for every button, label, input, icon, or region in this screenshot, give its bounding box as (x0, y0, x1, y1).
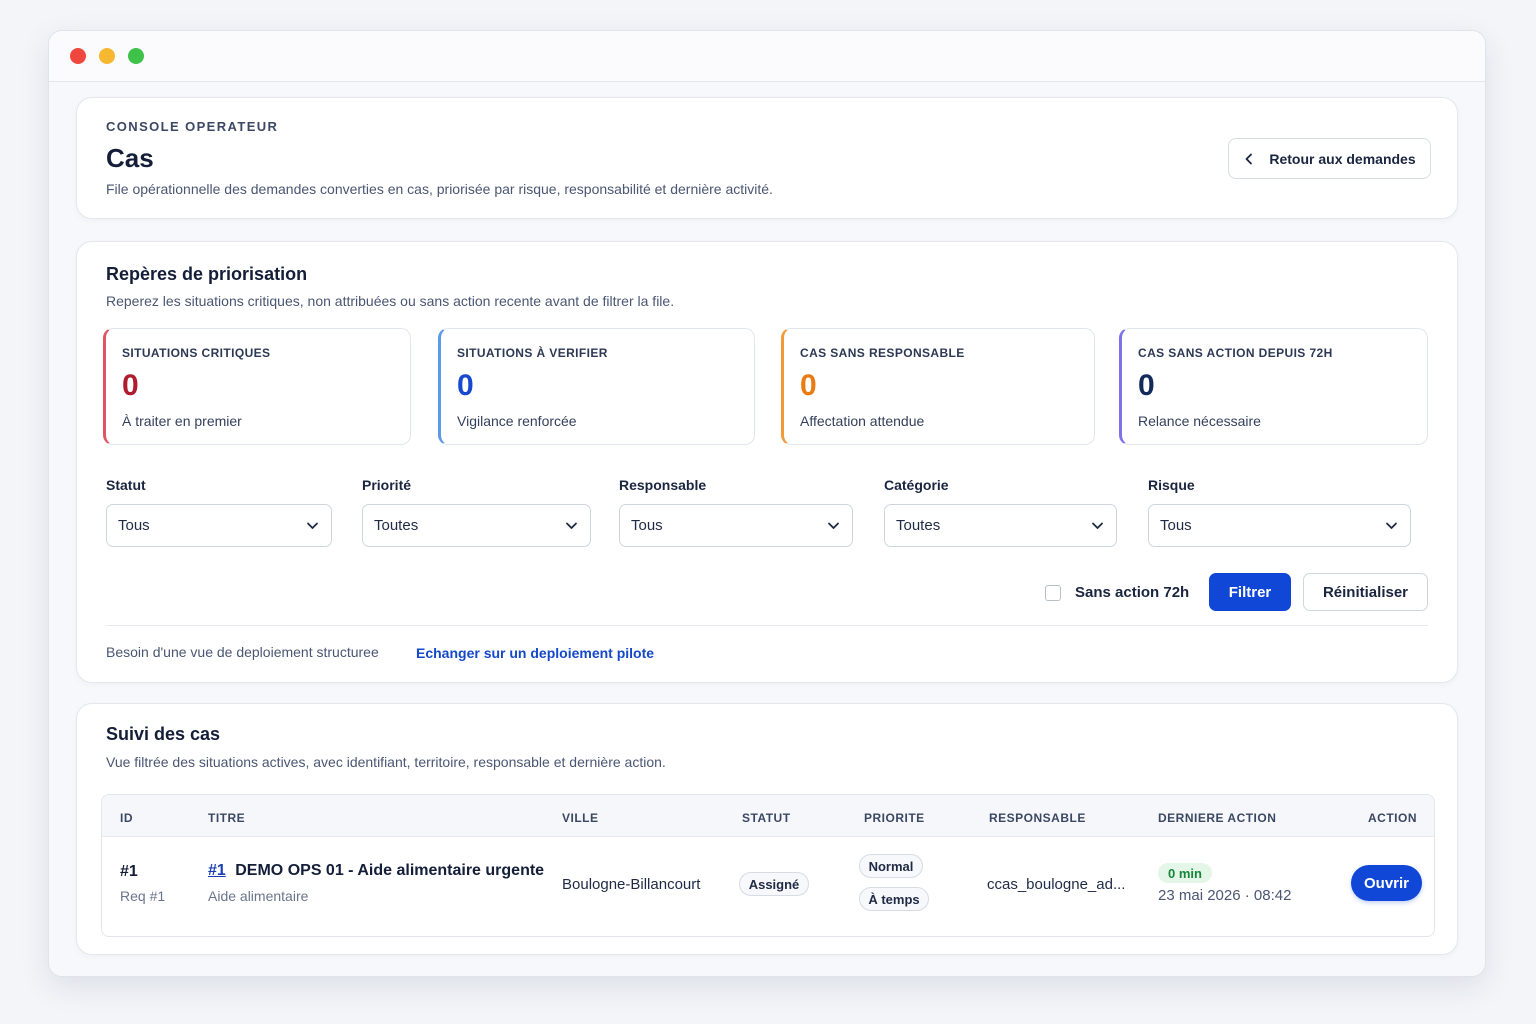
priority-badge: Normal (859, 854, 923, 878)
chevron-down-icon (828, 522, 839, 529)
status-badge: Assigné (739, 872, 809, 896)
chevron-down-icon (307, 522, 318, 529)
page-header-card: CONSOLE OPERATEUR Cas File opérationnell… (76, 97, 1458, 219)
column-header-last-action[interactable]: DERNIERE ACTION (1158, 811, 1277, 825)
column-header-id[interactable]: ID (120, 811, 133, 825)
stat-value: 0 (122, 369, 139, 402)
case-tracking-title: Suivi des cas (106, 724, 221, 744)
maximize-window-button[interactable] (128, 48, 144, 64)
chevron-down-icon (1386, 522, 1397, 529)
page-title: Cas (106, 143, 154, 173)
app-window: CONSOLE OPERATEUR Cas File opérationnell… (48, 30, 1486, 977)
prioritisation-subtitle: Reperez les situations critiques, non at… (106, 293, 675, 309)
case-category: Aide alimentaire (208, 888, 309, 904)
filter-button[interactable]: Filtrer (1209, 573, 1291, 611)
stat-label: SITUATIONS CRITIQUES (122, 346, 271, 360)
filter-label-category: Catégorie (884, 477, 949, 493)
case-id: #1 (120, 863, 138, 880)
back-button-label: Retour aux demandes (1269, 150, 1416, 167)
column-header-responsible[interactable]: RESPONSABLE (989, 811, 1086, 825)
reset-button[interactable]: Réinitialiser (1303, 573, 1428, 611)
chevron-down-icon (566, 522, 577, 529)
filter-label-risk: Risque (1148, 477, 1195, 493)
case-city: Boulogne-Billancourt (562, 876, 701, 893)
stat-value: 0 (1138, 369, 1155, 402)
last-action-date: 23 mai 2026 · 08:42 (1158, 887, 1292, 904)
case-title-text: DEMO OPS 01 - Aide alimentaire urgente (235, 862, 545, 879)
priority-select-value: Toutes (374, 517, 419, 534)
column-header-title[interactable]: TITRE (208, 811, 246, 825)
table-header: ID TITRE VILLE STATUT PRIORITE RESPONSAB… (102, 795, 1434, 837)
column-header-city[interactable]: VILLE (562, 811, 599, 825)
open-case-button[interactable]: Ouvrir (1351, 865, 1422, 901)
stat-card-no-action-72h[interactable]: CAS SANS ACTION DEPUIS 72H 0 Relance néc… (1119, 328, 1428, 445)
stat-label: CAS SANS RESPONSABLE (800, 346, 965, 360)
case-tracking-subtitle: Vue filtrée des situations actives, avec… (106, 754, 666, 770)
page-subtitle: File opérationnelle des demandes convert… (106, 181, 773, 197)
no-action-72h-label: Sans action 72h (1075, 584, 1190, 601)
prioritisation-title: Repères de priorisation (106, 264, 308, 284)
risk-select-value: Tous (1160, 517, 1192, 534)
back-to-requests-button[interactable]: Retour aux demandes (1228, 138, 1431, 179)
case-tracking-card: Suivi des cas Vue filtrée des situations… (76, 703, 1458, 955)
minimize-window-button[interactable] (99, 48, 115, 64)
no-action-72h-toggle[interactable]: Sans action 72h (1045, 584, 1189, 601)
status-select[interactable]: Tous (106, 504, 332, 547)
case-link[interactable]: #1 (208, 862, 226, 879)
category-select-value: Toutes (896, 517, 941, 534)
status-select-value: Tous (118, 517, 150, 534)
stat-card-unassigned[interactable]: CAS SANS RESPONSABLE 0 Affectation atten… (781, 328, 1095, 445)
risk-select[interactable]: Tous (1148, 504, 1411, 547)
timing-badge: À temps (859, 887, 929, 911)
stat-card-to-verify[interactable]: SITUATIONS À VERIFIER 0 Vigilance renfor… (438, 328, 755, 445)
section-divider (106, 625, 1428, 626)
stat-label: SITUATIONS À VERIFIER (457, 346, 608, 360)
filter-label-status: Statut (106, 477, 146, 493)
filter-label-priority: Priorité (362, 477, 412, 493)
close-window-button[interactable] (70, 48, 86, 64)
cases-table: ID TITRE VILLE STATUT PRIORITE RESPONSAB… (101, 794, 1435, 937)
stat-card-critical[interactable]: SITUATIONS CRITIQUES 0 À traiter en prem… (103, 328, 411, 445)
chevron-left-icon (1245, 153, 1253, 164)
stat-description: Affectation attendue (800, 413, 925, 429)
priority-select[interactable]: Toutes (362, 504, 591, 547)
column-header-status[interactable]: STATUT (742, 811, 791, 825)
deployment-note: Besoin d'une vue de deploiement structur… (106, 644, 379, 660)
pilot-deployment-link[interactable]: Echanger sur un deploiement pilote (416, 645, 655, 661)
chevron-down-icon (1092, 522, 1103, 529)
elapsed-badge: 0 min (1158, 863, 1212, 883)
category-select[interactable]: Toutes (884, 504, 1117, 547)
no-action-72h-checkbox[interactable] (1045, 584, 1061, 601)
filter-label-responsible: Responsable (619, 477, 707, 493)
stat-label: CAS SANS ACTION DEPUIS 72H (1138, 346, 1333, 360)
request-id: Req #1 (120, 888, 166, 904)
prioritisation-card: Repères de priorisation Reperez les situ… (76, 241, 1458, 683)
stat-description: Relance nécessaire (1138, 413, 1261, 429)
window-titlebar (49, 31, 1485, 82)
responsible-select-value: Tous (631, 517, 663, 534)
stat-value: 0 (800, 369, 817, 402)
stat-value: 0 (457, 369, 474, 402)
case-responsible: ccas_boulogne_ad... (987, 876, 1126, 893)
stat-description: Vigilance renforcée (457, 413, 577, 429)
console-eyebrow: CONSOLE OPERATEUR (106, 119, 279, 134)
column-header-action: ACTION (1368, 811, 1417, 825)
responsible-select[interactable]: Tous (619, 504, 853, 547)
case-title: #1 DEMO OPS 01 - Aide alimentaire urgent… (208, 862, 544, 880)
stat-description: À traiter en premier (122, 413, 242, 429)
column-header-priority[interactable]: PRIORITE (864, 811, 925, 825)
